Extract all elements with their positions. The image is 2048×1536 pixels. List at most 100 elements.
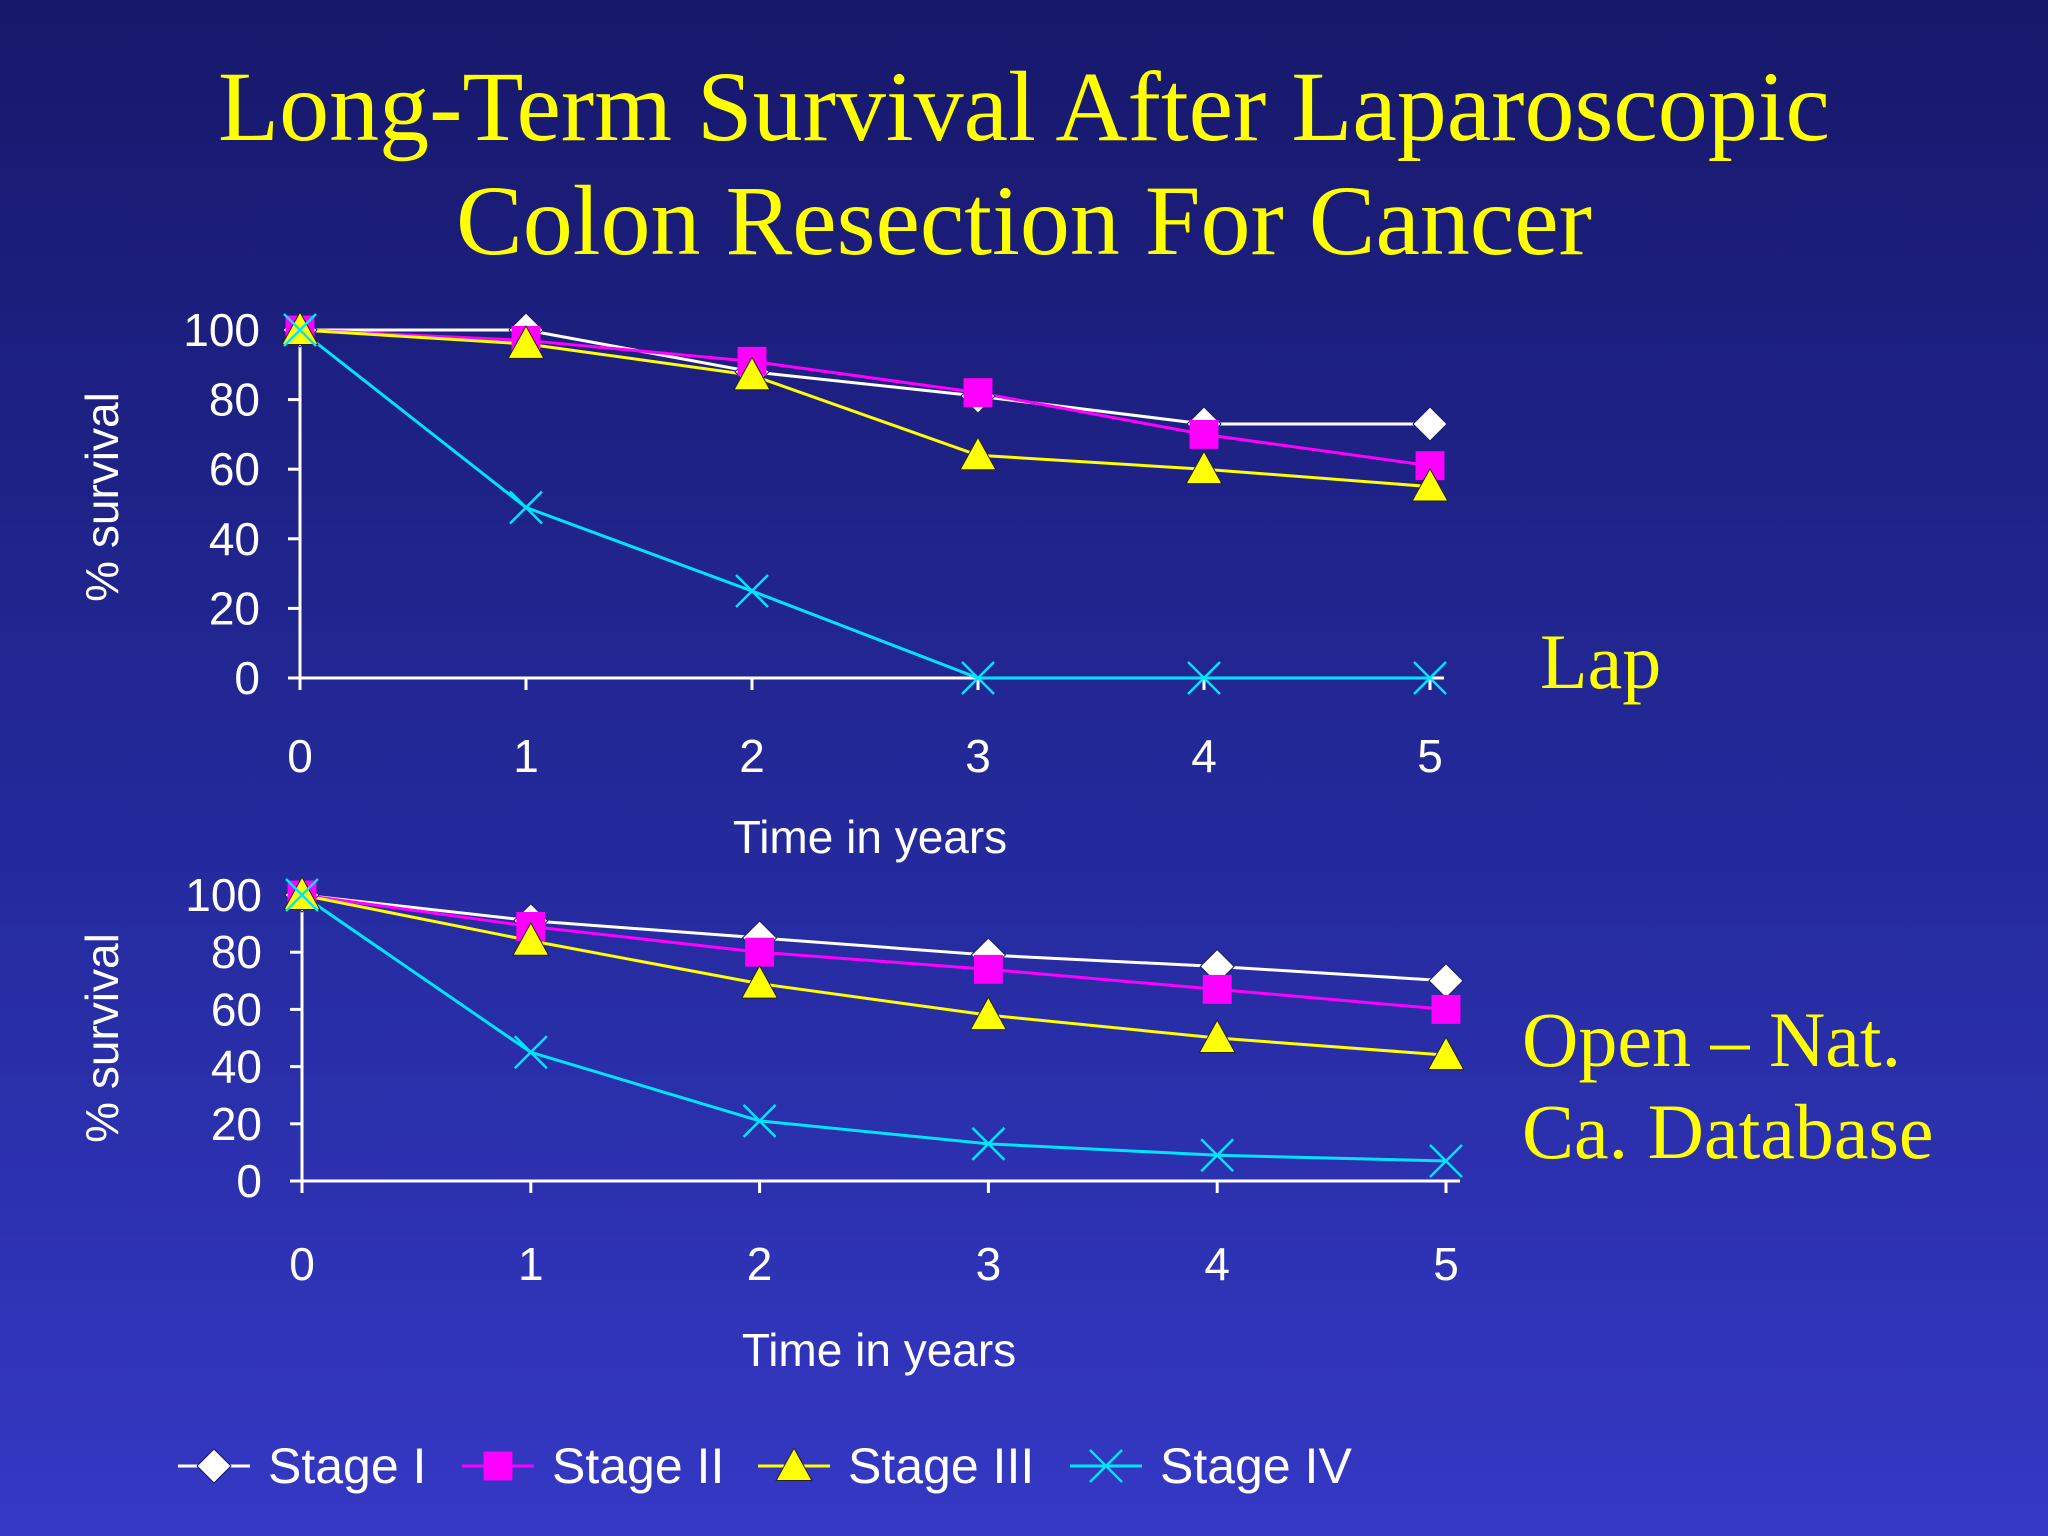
y-tick-label-2: 40 (211, 1041, 262, 1093)
x-tick-label-1: 0 (287, 730, 313, 782)
point-stage-iv-panel-1-stroke-b (283, 313, 317, 347)
point-stage-iii-panel-1 (733, 356, 771, 391)
x-axis-label-2: Time in years (742, 1324, 1016, 1376)
point-stage-iv-panel-2-stroke-b (971, 1126, 1006, 1161)
legend-item-stage-iv: Stage IV (1070, 1438, 1352, 1494)
point-stage-iv-panel-2-stroke-b (1200, 1138, 1235, 1173)
point-stage-iii-panel-1 (1185, 450, 1223, 485)
panel-label-open: Open – Nat. Ca. Database (1522, 994, 1933, 1178)
point-stage-iv-panel-2-stroke-b (742, 1104, 777, 1138)
x-tick-label-2: 1 (518, 1238, 544, 1290)
point-stage-ii-panel-2 (1431, 994, 1461, 1024)
point-stage-iv-panel-2-stroke-b (1429, 1144, 1463, 1178)
series-line-stage-i-panel-1 (300, 328, 1430, 426)
series-line-stage-i-panel-2 (301, 893, 1447, 983)
x-tick-label-1: 4 (1191, 730, 1217, 782)
x-axis-label-1: Time in years (733, 811, 1007, 863)
point-stage-iv-panel-1 (283, 313, 317, 347)
legend-marker-stage-i (196, 1448, 232, 1484)
point-stage-iv-panel-1 (509, 490, 543, 525)
legend: Stage I Stage II Stage III Stage IV (178, 1438, 1352, 1494)
point-stage-iv-panel-1 (735, 574, 769, 608)
x-tick-label-1: 5 (1417, 730, 1443, 782)
point-stage-i-panel-2 (1428, 963, 1464, 999)
panel-label-open-line-2: Ca. Database (1522, 1088, 1934, 1175)
panel-label-lap-text: Lap (1540, 618, 1662, 705)
y-tick-label-2: 0 (236, 1155, 262, 1207)
legend-marker-stage-iv-stroke-b (1089, 1449, 1123, 1483)
x-tick-label-1: 2 (739, 730, 765, 782)
point-stage-iv-panel-1-stroke-b (735, 574, 769, 608)
point-stage-iv-panel-2 (285, 878, 319, 912)
x-tick-label-2: 0 (289, 1238, 315, 1290)
y-tick-label-1: 20 (209, 582, 260, 634)
point-stage-iv-panel-2 (742, 1104, 777, 1138)
title-line-1: Long-Term Survival After Laparoscopic (218, 51, 1830, 162)
x-tick-label-1: 1 (513, 730, 539, 782)
point-stage-iii-panel-2 (1427, 1036, 1465, 1071)
point-stage-iii-panel-2 (740, 964, 779, 999)
point-stage-iv-panel-1-stroke-b (1187, 661, 1221, 695)
point-stage-iv-panel-2 (513, 1035, 548, 1070)
legend-label-stage-ii: Stage II (552, 1438, 724, 1494)
point-stage-iv-panel-2-stroke-b (513, 1035, 548, 1070)
legend-item-stage-iii: Stage III (758, 1438, 1034, 1494)
point-stage-iv-panel-2-stroke-b (285, 878, 319, 912)
point-stage-ii-panel-1 (1189, 419, 1219, 449)
point-stage-iv-panel-1 (1413, 661, 1447, 695)
panel-label-lap: Lap (1540, 616, 1661, 708)
x-tick-label-2: 2 (747, 1238, 773, 1290)
series-line-stage-ii-panel-2 (301, 893, 1447, 1011)
point-stage-iii-panel-1 (507, 325, 545, 359)
panel-label-open-line-1: Open – Nat. (1522, 996, 1902, 1083)
y-axis-label-1: % survival (76, 392, 128, 602)
y-tick-label-1: 80 (209, 374, 260, 426)
legend-marker-stage-iv (1089, 1449, 1123, 1483)
series-line-stage-iii-panel-2 (301, 893, 1447, 1057)
point-stage-iv-panel-1 (961, 661, 995, 695)
point-stage-iv-panel-2 (1200, 1138, 1235, 1173)
legend-item-stage-i: Stage I (178, 1438, 426, 1494)
series-line-stage-ii-panel-1 (299, 328, 1431, 468)
point-stage-iii-panel-1 (959, 436, 997, 471)
point-stage-ii-panel-2 (1202, 974, 1232, 1004)
point-stage-iv-panel-1 (1187, 661, 1221, 695)
chart-panel-1: 0 20 40 60 80 100 0 1 2 3 4 5 Time in years % surviva… (76, 304, 1449, 863)
y-tick-label-2: 60 (211, 983, 262, 1035)
series-line-stage-iv-panel-2 (301, 893, 1447, 1163)
legend-marker-stage-iii (775, 1447, 813, 1481)
point-stage-iv-panel-1-stroke-b (509, 490, 543, 525)
point-stage-iii-panel-2 (512, 921, 550, 956)
y-tick-label-1: 40 (209, 513, 260, 565)
y-tick-label-2: 20 (211, 1098, 262, 1150)
legend-label-stage-iii: Stage III (848, 1438, 1034, 1494)
title-line-2: Colon Resection For Cancer (456, 165, 1592, 276)
x-tick-label-2: 3 (976, 1238, 1002, 1290)
y-tick-label-2: 80 (211, 926, 262, 978)
x-tick-label-2: 4 (1204, 1238, 1230, 1290)
legend-marker-stage-ii (483, 1451, 513, 1481)
series-line-stage-iv-panel-1 (299, 328, 1430, 680)
legend-label-stage-iv: Stage IV (1160, 1438, 1352, 1494)
point-stage-ii-panel-2 (745, 937, 775, 967)
point-stage-iv-panel-2 (1429, 1144, 1463, 1178)
slide-title: Long-Term Survival After Laparoscopic Co… (0, 50, 2048, 278)
point-stage-iv-panel-2 (971, 1126, 1006, 1161)
point-stage-iii-panel-2 (1198, 1019, 1236, 1053)
y-axis-label-2: % survival (76, 933, 128, 1143)
legend-item-stage-ii: Stage II (462, 1438, 724, 1494)
y-tick-label-1: 100 (183, 304, 260, 356)
point-stage-iii-panel-1 (1411, 467, 1449, 502)
y-tick-label-1: 60 (209, 443, 260, 495)
point-stage-iv-panel-1-stroke-b (961, 661, 995, 695)
point-stage-iv-panel-1-stroke-b (1413, 661, 1447, 695)
point-stage-i-panel-1 (1412, 406, 1448, 442)
y-tick-label-1: 0 (234, 652, 260, 704)
point-stage-ii-panel-1 (963, 378, 993, 408)
x-tick-label-2: 5 (1433, 1238, 1459, 1290)
point-stage-ii-panel-2 (973, 954, 1003, 984)
x-tick-label-1: 3 (965, 730, 991, 782)
y-tick-label-2: 100 (185, 869, 262, 921)
